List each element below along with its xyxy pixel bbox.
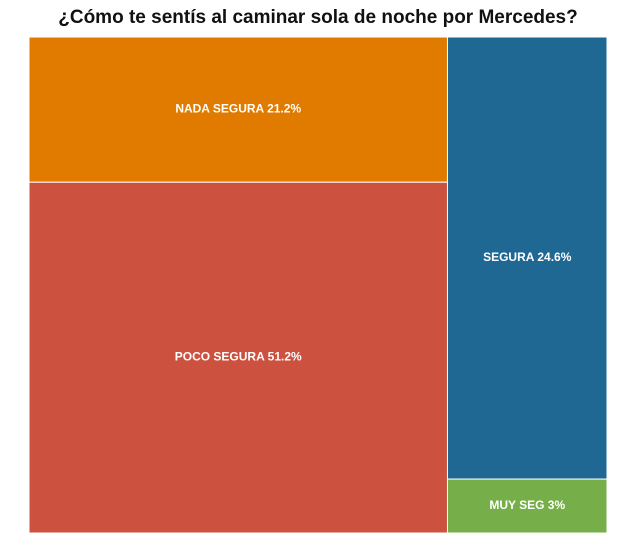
tile-label: POCO SEGURA 51.2%	[175, 350, 302, 364]
tile	[28, 181, 448, 534]
tile-label: NADA SEGURA 21.2%	[175, 102, 301, 116]
category-label: POCO SEGURA	[175, 350, 265, 364]
tile	[446, 36, 608, 480]
category-label: MUY SEG	[489, 498, 544, 512]
tile	[28, 36, 448, 183]
chart-title: ¿Cómo te sentís al caminar sola de noche…	[58, 7, 578, 28]
tile	[446, 478, 608, 534]
value-label: 3%	[548, 498, 566, 512]
category-label: SEGURA	[483, 250, 535, 264]
tile-label: SEGURA 24.6%	[483, 250, 572, 264]
category-label: NADA SEGURA	[175, 102, 264, 116]
value-label: 24.6%	[537, 250, 571, 264]
tile-label: MUY SEG 3%	[489, 498, 565, 512]
value-label: 51.2%	[268, 350, 302, 364]
value-label: 21.2%	[267, 102, 301, 116]
